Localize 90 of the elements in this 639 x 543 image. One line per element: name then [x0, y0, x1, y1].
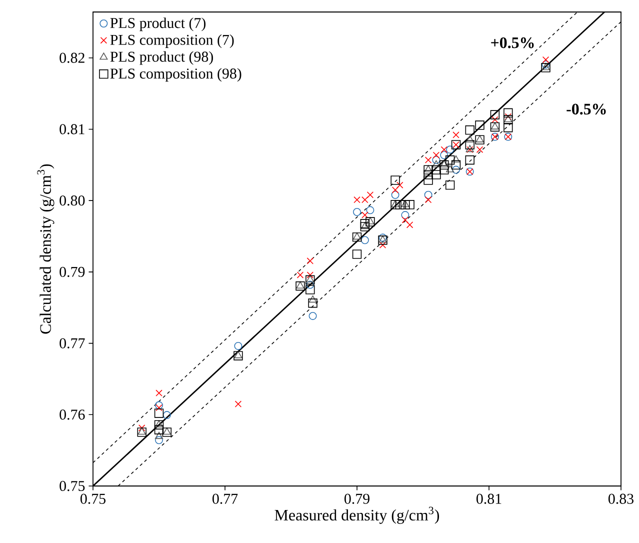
point: [154, 425, 164, 434]
point: [476, 146, 484, 153]
y-tick-label: 0.75: [60, 480, 85, 492]
point: [390, 176, 400, 185]
point: [475, 120, 484, 130]
point: [379, 242, 386, 248]
point: [446, 146, 454, 154]
y-tick-label: 0.82: [60, 52, 84, 63]
point: [465, 140, 474, 150]
point: [306, 280, 314, 289]
point: [362, 212, 368, 218]
annotation: -0.5%: [566, 104, 606, 115]
point: [440, 151, 448, 160]
point: [542, 56, 550, 64]
point: [234, 342, 242, 350]
point: [440, 165, 449, 174]
point: [296, 281, 304, 288]
point: [405, 200, 414, 210]
y-tick-label: 0.81: [60, 124, 84, 134]
y-tick-label: 0.79: [60, 266, 85, 278]
point: [360, 219, 370, 228]
point: [424, 156, 432, 164]
point: [424, 170, 433, 180]
point: [154, 408, 164, 418]
point: [155, 436, 163, 444]
point: [432, 156, 440, 164]
point: [432, 152, 440, 158]
point: [492, 116, 498, 124]
point: [360, 236, 369, 244]
x-tick-label: 0.77: [212, 494, 238, 504]
legend-label: PLS composition (7): [110, 34, 234, 48]
point: [234, 400, 242, 408]
x-tick-label: 0.81: [476, 494, 502, 504]
point: [490, 110, 500, 120]
point: [424, 190, 432, 199]
point: [296, 281, 305, 291]
point: [308, 312, 317, 320]
point: [306, 285, 315, 294]
point: [465, 155, 474, 165]
point: [504, 122, 513, 132]
x-axis-title: Measured density (g/cm$^{3}$): [274, 506, 440, 524]
y-tick-label: 0.76: [60, 410, 85, 420]
point: [366, 192, 374, 198]
point: [352, 250, 362, 259]
point: [445, 180, 455, 190]
point: [490, 122, 499, 130]
point: [308, 298, 318, 308]
point: [366, 206, 374, 214]
point: [432, 160, 440, 168]
point: [542, 60, 550, 69]
point: [452, 155, 460, 163]
y-tick-label: 0.77: [60, 338, 85, 348]
point: [306, 272, 314, 278]
point: [406, 221, 414, 228]
legend-label: PLS composition (98): [110, 68, 242, 82]
point: [445, 155, 455, 165]
point: [156, 404, 162, 412]
point: [308, 295, 317, 303]
x-tick-label: 0.79: [344, 494, 370, 504]
y-axis-title: Calculated density (g/cm$^{3}$): [37, 164, 54, 334]
legend-label: PLS product (98): [110, 51, 213, 65]
point: [154, 432, 164, 439]
point: [396, 182, 404, 188]
point: [490, 122, 500, 132]
point: [451, 160, 461, 170]
point: [424, 196, 432, 204]
point: [391, 190, 400, 199]
point: [401, 211, 410, 220]
point: [306, 258, 314, 264]
point: [392, 186, 399, 194]
point: [424, 176, 433, 185]
point: [162, 411, 171, 420]
point: [353, 208, 361, 216]
point: [138, 424, 146, 432]
point: [466, 135, 474, 142]
point: [452, 166, 460, 174]
point: [156, 390, 162, 396]
point: [402, 216, 409, 224]
point: [155, 401, 163, 410]
y-tick-label: 0.80: [60, 195, 85, 206]
x-tick-label: 0.83: [608, 494, 634, 504]
point: [504, 108, 513, 118]
point: [452, 132, 460, 138]
point: [446, 165, 454, 172]
point: [465, 125, 474, 135]
x-tick-label: 0.75: [80, 494, 106, 504]
annotation: +0.5%: [491, 37, 534, 48]
point: [296, 272, 304, 278]
point: [440, 146, 448, 153]
legend-label: PLS product (7): [110, 18, 206, 32]
